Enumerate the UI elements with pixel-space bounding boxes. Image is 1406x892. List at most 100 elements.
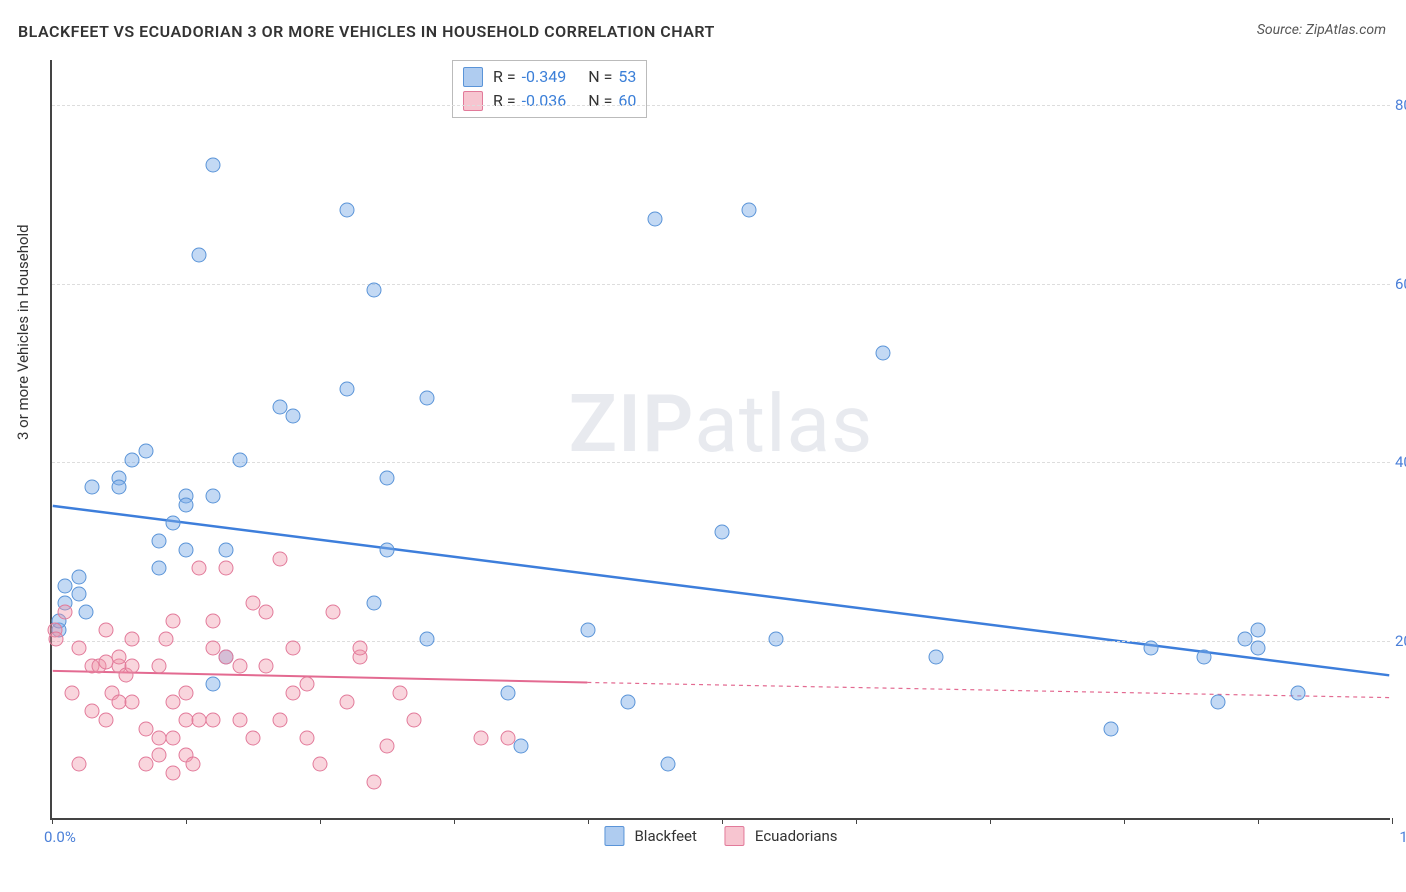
legend-label: Ecuadorians <box>755 827 838 845</box>
data-point <box>138 757 153 772</box>
r-value: -0.349 <box>522 65 567 89</box>
data-point <box>286 408 301 423</box>
data-point <box>1143 641 1158 656</box>
data-point <box>581 623 596 638</box>
data-point <box>65 685 80 700</box>
legend-swatch <box>604 826 624 846</box>
data-point <box>1210 694 1225 709</box>
x-axis-min-label: 0.0% <box>44 828 76 846</box>
data-point <box>1197 650 1212 665</box>
data-point <box>179 498 194 513</box>
data-point <box>152 748 167 763</box>
data-point <box>741 203 756 218</box>
data-point <box>232 659 247 674</box>
data-point <box>661 757 676 772</box>
legend-item: Blackfeet <box>604 826 696 846</box>
data-point <box>272 551 287 566</box>
data-point <box>125 632 140 647</box>
data-point <box>71 569 86 584</box>
data-point <box>473 730 488 745</box>
data-point <box>420 632 435 647</box>
data-point <box>380 739 395 754</box>
data-point <box>299 730 314 745</box>
data-point <box>138 721 153 736</box>
x-tick <box>52 818 53 824</box>
data-point <box>138 444 153 459</box>
data-point <box>272 399 287 414</box>
plot-area: ZIPatlas R =-0.349N =53R =-0.036N =60 0.… <box>50 60 1390 820</box>
data-point <box>246 596 261 611</box>
data-point <box>205 489 220 504</box>
data-point <box>326 605 341 620</box>
data-point <box>205 712 220 727</box>
data-point <box>500 685 515 700</box>
x-tick <box>1124 818 1125 824</box>
data-point <box>514 739 529 754</box>
x-tick <box>722 818 723 824</box>
x-tick <box>186 818 187 824</box>
data-point <box>112 480 127 495</box>
data-point <box>49 632 64 647</box>
x-tick <box>454 818 455 824</box>
data-point <box>152 560 167 575</box>
data-point <box>339 381 354 396</box>
data-point <box>286 641 301 656</box>
y-tick-label: 60.0% <box>1395 275 1406 293</box>
x-tick <box>588 818 589 824</box>
data-point <box>165 614 180 629</box>
legend-swatch <box>725 826 745 846</box>
data-point <box>165 694 180 709</box>
gridline <box>52 284 1390 285</box>
data-point <box>85 703 100 718</box>
stats-row: R = -0.349 N =53 <box>463 65 636 89</box>
x-tick <box>1258 818 1259 824</box>
data-point <box>299 676 314 691</box>
data-point <box>1291 685 1306 700</box>
data-point <box>366 596 381 611</box>
legend-label: Blackfeet <box>634 827 696 845</box>
data-point <box>768 632 783 647</box>
trend-lines <box>52 60 1390 818</box>
data-point <box>259 659 274 674</box>
data-point <box>125 659 140 674</box>
data-point <box>165 766 180 781</box>
gridline <box>52 641 1390 642</box>
data-point <box>1251 623 1266 638</box>
stats-legend-box: R = -0.349 N =53R = -0.036 N =60 <box>452 60 647 118</box>
x-axis-max-label: 100.0% <box>1399 828 1406 846</box>
data-point <box>152 533 167 548</box>
n-label: N = <box>588 89 612 113</box>
data-point <box>339 694 354 709</box>
r-label: R = <box>493 65 516 89</box>
data-point <box>366 283 381 298</box>
data-point <box>98 623 113 638</box>
data-point <box>219 650 234 665</box>
data-point <box>125 694 140 709</box>
data-point <box>58 605 73 620</box>
x-tick <box>990 818 991 824</box>
data-point <box>179 685 194 700</box>
gridline <box>52 105 1390 106</box>
r-value: -0.036 <box>522 89 567 113</box>
data-point <box>205 614 220 629</box>
n-value: 60 <box>618 89 636 113</box>
legend-item: Ecuadorians <box>725 826 838 846</box>
n-value: 53 <box>618 65 636 89</box>
data-point <box>366 775 381 790</box>
data-point <box>71 757 86 772</box>
data-point <box>85 480 100 495</box>
data-point <box>286 685 301 700</box>
data-point <box>715 524 730 539</box>
y-axis-label: 3 or more Vehicles in Household <box>14 224 32 440</box>
data-point <box>875 346 890 361</box>
x-tick <box>1392 818 1393 824</box>
data-point <box>339 203 354 218</box>
data-point <box>152 659 167 674</box>
series-swatch <box>463 67 483 87</box>
data-point <box>165 730 180 745</box>
chart-title: BLACKFEET VS ECUADORIAN 3 OR MORE VEHICL… <box>18 22 715 41</box>
series-swatch <box>463 91 483 111</box>
data-point <box>179 542 194 557</box>
n-label: N = <box>588 65 612 89</box>
y-tick-label: 80.0% <box>1395 96 1406 114</box>
